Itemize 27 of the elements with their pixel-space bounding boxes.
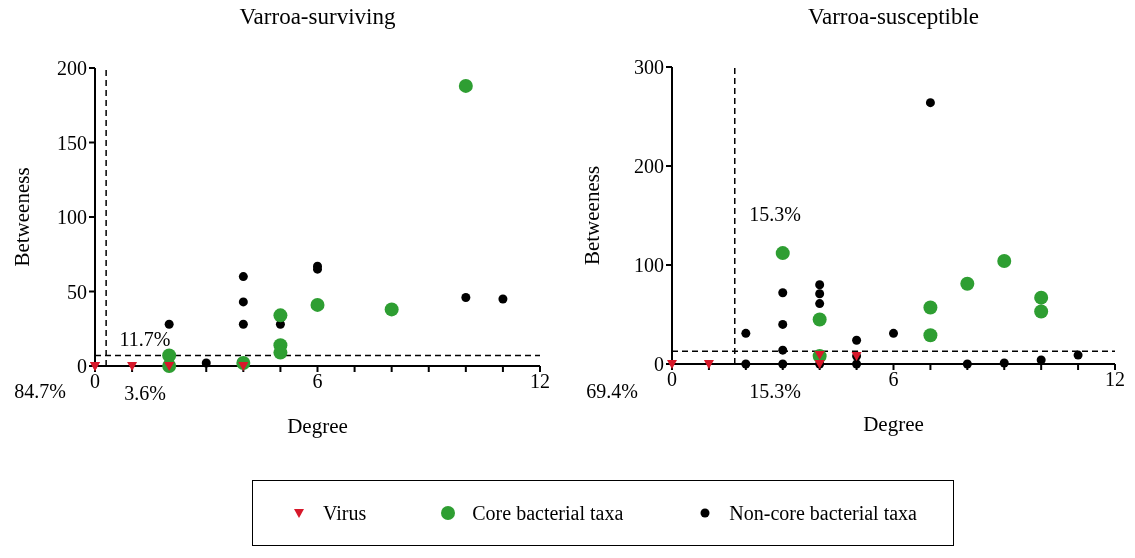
- y-tick-label: 100: [634, 254, 664, 277]
- y-tick-label: 150: [57, 131, 87, 154]
- legend-label: Non-core bacterial taxa: [729, 501, 917, 525]
- text: 69.4%: [585, 380, 639, 403]
- annotation: 11.7%: [118, 328, 172, 351]
- x-axis-title: Degree: [863, 412, 924, 436]
- y-tick-label: 200: [634, 155, 664, 178]
- text: 3.6%: [123, 382, 167, 405]
- annotation: 15.3%: [748, 203, 802, 226]
- legend-label: Virus: [323, 501, 367, 525]
- text: 15.3%: [748, 380, 802, 403]
- x-tick-label: 6: [312, 370, 323, 393]
- x-tick-label: 12: [1105, 368, 1125, 391]
- y-tick-label: 0: [654, 353, 664, 376]
- x-axis-title: Degree: [287, 414, 348, 438]
- legend-label: Core bacterial taxa: [472, 501, 624, 525]
- y-axis-title: Betweeness: [10, 167, 35, 267]
- chart-title: Varroa-susceptible: [806, 4, 981, 30]
- chart-title: Varroa-surviving: [238, 4, 397, 30]
- text: 84.7%: [13, 380, 67, 403]
- y-tick-label: 100: [57, 206, 87, 229]
- x-tick-label: 12: [530, 370, 550, 393]
- y-tick-label: 200: [57, 57, 87, 80]
- y-axis-title: Betweeness: [580, 165, 605, 266]
- y-tick-label: 50: [67, 280, 87, 303]
- y-tick-label: 300: [634, 56, 664, 79]
- x-tick-label: 6: [888, 368, 899, 391]
